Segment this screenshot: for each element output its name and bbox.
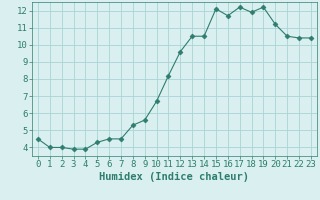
X-axis label: Humidex (Indice chaleur): Humidex (Indice chaleur) bbox=[100, 172, 249, 182]
